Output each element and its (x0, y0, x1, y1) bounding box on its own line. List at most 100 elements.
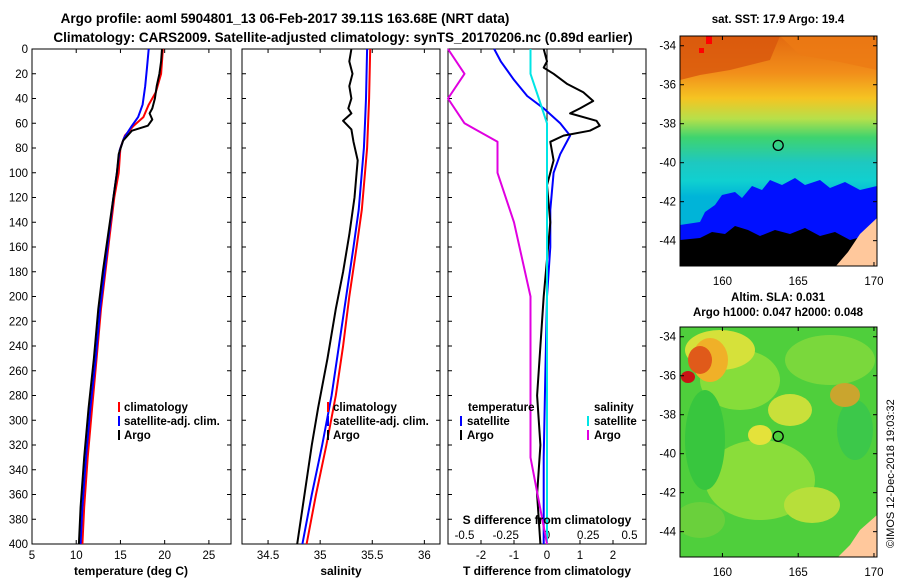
x-tick-label: -2 (476, 550, 486, 562)
legend-label-climatology: climatology (124, 402, 189, 414)
curve-argo (296, 48, 359, 545)
depth-tick-label: 160 (9, 242, 28, 254)
curve-salinity-satellite (529, 49, 548, 544)
depth-tick-label: 340 (9, 465, 28, 477)
map-lat-label: -40 (659, 158, 676, 170)
map-lat-label: -38 (659, 410, 676, 422)
sst-argo-location-marker (772, 139, 784, 151)
temperature-plot-frame (31, 48, 232, 545)
map-lat-label: -38 (659, 119, 676, 131)
depth-tick-label: 100 (9, 168, 28, 180)
map-lat-label: -34 (659, 332, 676, 344)
map-lat-label: -42 (659, 197, 676, 209)
temperature-axis-label: temperature (deg C) (74, 564, 188, 578)
x-tick-label: 10 (70, 550, 83, 562)
curve-salinity-argo (447, 48, 548, 545)
s-difference-tick-label: -0.25 (493, 530, 519, 542)
curve-climatology (305, 48, 372, 545)
map-lon-label: 160 (713, 276, 732, 288)
depth-tick-label: 200 (9, 292, 28, 304)
curve-temperature-argo (536, 48, 601, 545)
x-tick-label: 36 (418, 550, 431, 562)
curve-satellite-adj-clim- (301, 48, 369, 545)
x-tick-label: -1 (509, 550, 519, 562)
legend-label-climatology: climatology (333, 402, 398, 414)
legend-label-argo: Argo (333, 430, 360, 442)
depth-tick-label: 300 (9, 415, 28, 427)
sst-map-axes: 160 165 170 -34 -36 -38 -40 -42 -44 (659, 36, 884, 288)
salinity-plot-frame (241, 48, 441, 545)
temperature-legend: climatology satellite-adj. clim. Argo (118, 402, 220, 442)
x-tick-label: 25 (202, 550, 215, 562)
s-difference-axis-label: S difference from climatology (463, 513, 632, 527)
s-difference-tick-label: -0.5 (455, 530, 475, 542)
sst-map-title: sat. SST: 17.9 Argo: 19.4 (712, 14, 845, 26)
legend-header-salinity: salinity (594, 402, 634, 414)
x-tick-label: 5 (29, 550, 35, 562)
legend-label-satellite: satellite-adj. clim. (333, 416, 429, 428)
map-lon-label: 170 (864, 567, 883, 579)
salinity-legend: climatology satellite-adj. clim. Argo (327, 402, 429, 442)
s-difference-tick-label: 0.5 (622, 530, 638, 542)
x-tick-label: 15 (114, 550, 127, 562)
depth-tick-label: 20 (15, 69, 28, 81)
map-lat-label: -34 (659, 41, 676, 53)
curve-satellite-adj-clim- (79, 48, 150, 545)
sla-map (680, 327, 877, 557)
x-tick-label: 20 (158, 550, 171, 562)
depth-tick-label: 240 (9, 341, 28, 353)
sla-map-title-2: Argo h1000: 0.047 h2000: 0.048 (693, 307, 864, 319)
depth-tick-label: 360 (9, 490, 28, 502)
header-line-1: Argo profile: aoml 5904801_13 06-Feb-201… (61, 11, 510, 26)
legend-label-satellite: satellite-adj. clim. (124, 416, 220, 428)
salinity-axis-label: salinity (320, 564, 362, 578)
legend-label-t-satellite: satellite (467, 416, 510, 428)
map-lon-label: 165 (789, 276, 808, 288)
legend-label-s-satellite: satellite (594, 416, 637, 428)
sla-map-frame (679, 326, 878, 558)
x-tick-label: 0 (544, 550, 550, 562)
map-lon-label: 160 (713, 567, 732, 579)
depth-tick-label: 120 (9, 193, 28, 205)
map-lat-label: -42 (659, 488, 676, 500)
s-difference-tick-label: 0.25 (577, 530, 599, 542)
depth-tick-label: 220 (9, 316, 28, 328)
x-tick-label: 1 (577, 550, 583, 562)
depth-tick-label: 280 (9, 391, 28, 403)
map-lon-label: 170 (864, 276, 883, 288)
sst-map (680, 36, 877, 266)
curve-temperature-satellite (493, 48, 572, 544)
credit-stamp: ©IMOS 12-Dec-2018 19:03:32 (885, 399, 897, 548)
x-tick-label: 35.5 (361, 550, 383, 562)
x-tick-label: 35 (314, 550, 327, 562)
depth-tick-label: 40 (15, 94, 28, 106)
sla-argo-location-marker (772, 430, 784, 442)
x-tick-label: 2 (610, 550, 616, 562)
depth-tick-label: 380 (9, 514, 28, 526)
legend-label-t-argo: Argo (467, 430, 494, 442)
header-line-2: Climatology: CARS2009. Satellite-adjuste… (53, 30, 632, 45)
difference-legend: temperature satellite Argo salinity sate… (460, 402, 637, 442)
depth-tick-label: 180 (9, 267, 28, 279)
legend-label-argo: Argo (124, 430, 151, 442)
curve-argo (77, 48, 163, 545)
depth-tick-label: 60 (15, 118, 28, 130)
map-lon-label: 165 (789, 567, 808, 579)
depth-tick-label: 0 (22, 44, 28, 56)
profile-curves (77, 48, 601, 545)
legend-label-s-argo: Argo (594, 430, 621, 442)
map-lat-label: -44 (659, 527, 676, 539)
depth-tick-label: 140 (9, 217, 28, 229)
depth-tick-label: 320 (9, 440, 28, 452)
map-lat-label: -40 (659, 449, 676, 461)
depth-tick-label: 260 (9, 366, 28, 378)
sst-map-frame (679, 35, 878, 267)
depth-tick-label: 400 (9, 539, 28, 551)
depth-tick-label: 80 (15, 143, 28, 155)
depth-axis: 0 20 40 60 80 100 120 140 160 180 200 220 240 260 280 3… (9, 44, 646, 551)
sla-map-axes: 160 165 170 -34 -36 -38 -40 -42 -44 (659, 327, 884, 579)
curve-climatology (81, 48, 164, 545)
legend-header-temperature: temperature (468, 402, 534, 414)
map-lat-label: -44 (659, 236, 676, 248)
